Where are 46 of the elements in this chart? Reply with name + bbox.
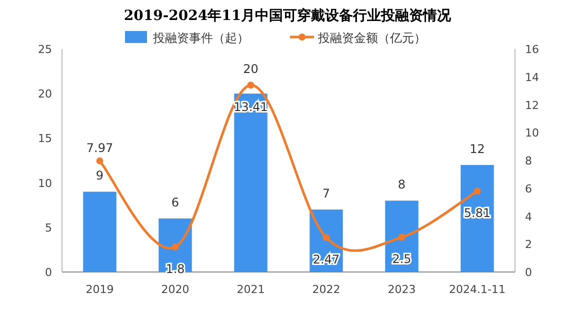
legend-label: 投融资金额（亿元） (317, 31, 426, 45)
y2-tick-label: 12 (525, 98, 539, 112)
data-label: 20 (243, 62, 258, 76)
y2-tick-label: 10 (525, 126, 539, 140)
data-label: 9 (96, 168, 104, 183)
data-label: 6 (171, 195, 180, 210)
data-label: 2.47 (312, 252, 340, 267)
point (398, 234, 406, 241)
data-label: 8 (398, 178, 406, 192)
bar (385, 200, 418, 272)
x-tick-label: 2020 (161, 283, 190, 296)
x-tick-label: 2024.1-11 (449, 283, 506, 296)
y-tick-label: 15 (38, 132, 52, 146)
y-tick-label: 10 (38, 176, 52, 190)
point (247, 82, 254, 89)
data-label: 5.81 (464, 206, 491, 220)
data-label: 7.97 (86, 140, 114, 155)
data-label: 1.8 (166, 262, 185, 276)
point (474, 188, 481, 195)
x-tick-label: 2023 (388, 283, 416, 296)
y-tick-label: 0 (45, 266, 52, 279)
data-label: 13.41 (234, 100, 268, 114)
y-tick-label: 5 (45, 221, 52, 234)
y2-tick-label: 6 (525, 182, 532, 196)
y2-tick-label: 8 (525, 154, 532, 168)
data-label: 2.5 (392, 252, 412, 266)
point (96, 157, 104, 164)
y-tick-label: 20 (38, 88, 52, 101)
y-tick-label: 25 (38, 43, 52, 56)
point (172, 243, 179, 250)
bar (83, 192, 116, 272)
y2-tick-label: 2 (525, 238, 532, 252)
bar (234, 94, 268, 272)
x-tick-label: 2021 (236, 283, 265, 296)
point (322, 234, 330, 242)
chart-title: 2019-2024年11月中国可穿戴设备行业投融资情况 (124, 7, 452, 24)
y2-tick-label: 0 (525, 266, 532, 279)
x-tick-label: 2022 (312, 283, 340, 296)
data-label: 7 (322, 186, 330, 201)
x-tick-label: 2019 (86, 283, 114, 296)
data-label: 12 (470, 142, 485, 156)
bar (460, 164, 494, 272)
y2-tick-label: 4 (525, 210, 532, 224)
y2-tick-label: 14 (525, 70, 539, 84)
y2-tick-label: 16 (525, 43, 539, 56)
legend-label: 投融资事件（起） (152, 31, 249, 45)
